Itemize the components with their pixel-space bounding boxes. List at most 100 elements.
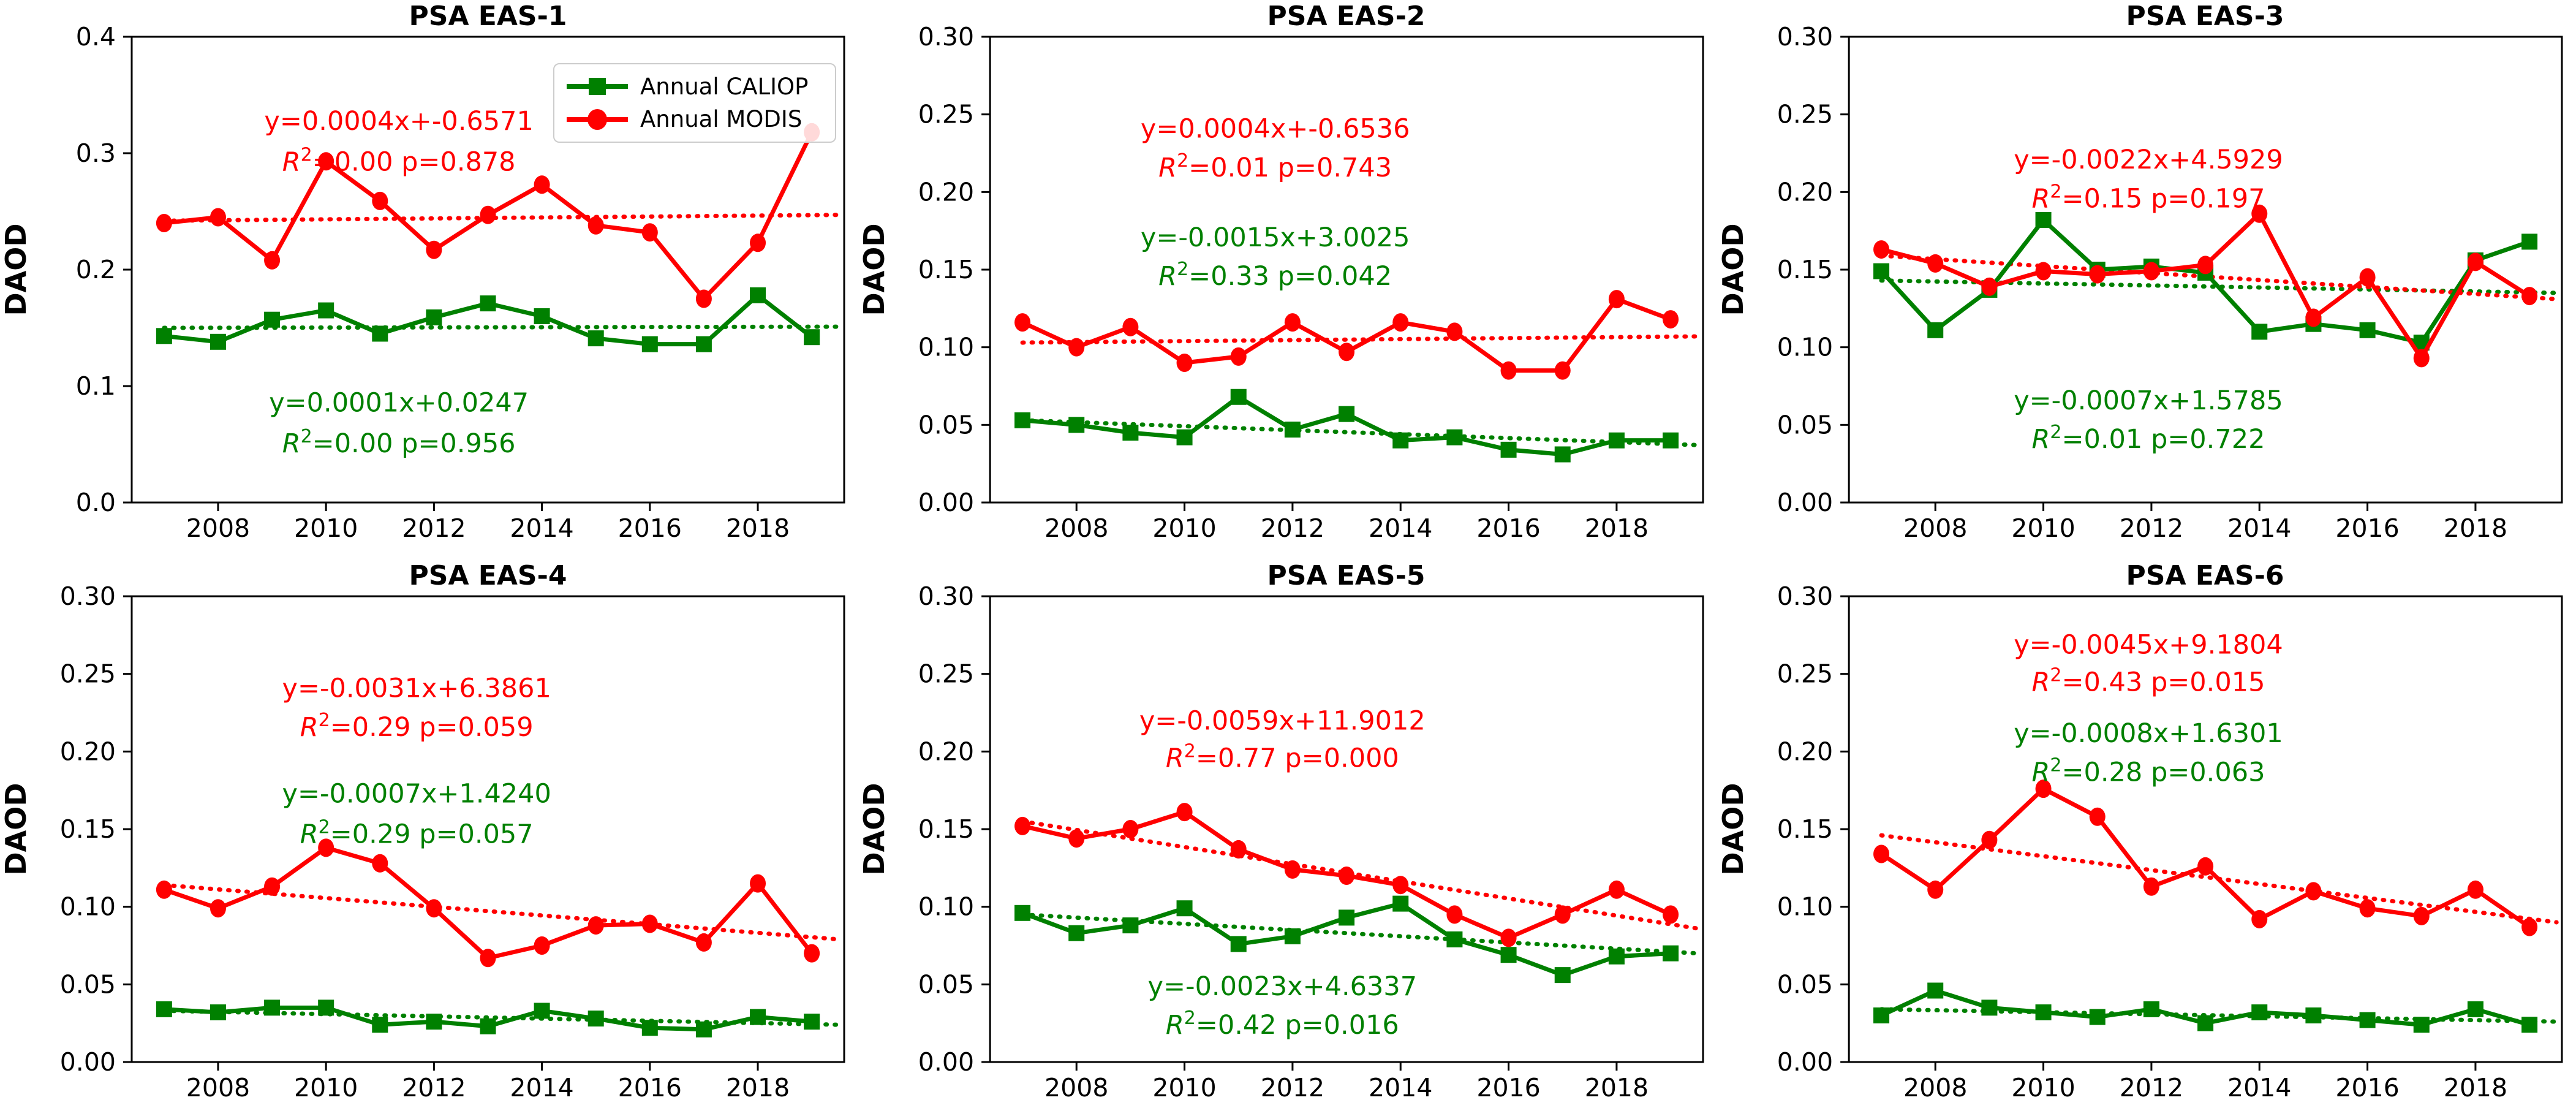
svg-text:0.25: 0.25 (918, 100, 974, 129)
svg-text:0.25: 0.25 (918, 659, 974, 689)
svg-text:0.05: 0.05 (918, 410, 974, 439)
svg-text:R2=0.28 p=0.063: R2=0.28 p=0.063 (2031, 754, 2265, 787)
chart-canvas-6: DAOD 2008 2010 2012 2014 2016 2018 0.00 0.05 0.10… (1717, 582, 2563, 1102)
chart-panel-psa-eas-1: DAOD 2008 2010 2012 2014 2016 2018 0.0 0.1 0.2 0.3… (0, 0, 858, 560)
svg-text:0.15: 0.15 (1777, 255, 1833, 284)
svg-text:0.30: 0.30 (1777, 22, 1833, 51)
svg-text:2010: 2010 (2011, 514, 2075, 543)
svg-text:0.10: 0.10 (60, 892, 116, 922)
svg-text:R2=0.01 p=0.722: R2=0.01 p=0.722 (2031, 422, 2265, 455)
svg-text:0.00: 0.00 (918, 1047, 974, 1077)
svg-text:0.05: 0.05 (918, 969, 974, 999)
y-axis-label: DAOD (1717, 223, 1750, 316)
svg-text:2008: 2008 (1044, 514, 1108, 543)
chart-canvas-4: DAOD 2008 2010 2012 2014 2016 2018 0.00 0.05 0.10… (0, 582, 845, 1102)
svg-text:2012: 2012 (2120, 514, 2183, 543)
svg-text:0.20: 0.20 (918, 737, 974, 766)
svg-text:R2=0.33 p=0.042: R2=0.33 p=0.042 (1158, 259, 1392, 292)
svg-text:2014: 2014 (2227, 1073, 2291, 1102)
svg-text:R2=0.43 p=0.015: R2=0.43 p=0.015 (2031, 664, 2265, 697)
svg-text:2018: 2018 (726, 514, 790, 543)
svg-text:0.00: 0.00 (1777, 1047, 1833, 1077)
svg-text:2008: 2008 (1044, 1073, 1108, 1102)
chart-title: PSA EAS-1 (409, 1, 567, 32)
svg-text:2010: 2010 (1152, 1073, 1216, 1102)
svg-text:y=-0.0031x+6.3861: y=-0.0031x+6.3861 (282, 673, 551, 704)
chart-canvas-3: DAOD 2008 2010 2012 2014 2016 2018 0.00 0.05 0.10… (1717, 22, 2563, 543)
svg-text:y=-0.0007x+1.5785: y=-0.0007x+1.5785 (2014, 385, 2283, 416)
svg-text:2012: 2012 (402, 1073, 466, 1102)
svg-text:0.05: 0.05 (60, 969, 116, 999)
svg-text:2008: 2008 (1903, 514, 1967, 543)
svg-text:2008: 2008 (186, 514, 250, 543)
svg-text:0.00: 0.00 (60, 1047, 116, 1077)
legend-label-caliop: Annual CALIOP (640, 73, 809, 100)
svg-text:R2=0.01 p=0.743: R2=0.01 p=0.743 (1158, 150, 1392, 183)
svg-text:0.20: 0.20 (1777, 737, 1833, 766)
svg-text:0.25: 0.25 (60, 659, 116, 689)
svg-text:0.30: 0.30 (918, 22, 974, 51)
svg-text:y=-0.0007x+1.4240: y=-0.0007x+1.4240 (282, 779, 551, 810)
chart-panel-psa-eas-3: DAOD 2008 2010 2012 2014 2016 2018 0.00 0.05 0.10… (1717, 0, 2576, 560)
svg-text:0.30: 0.30 (918, 582, 974, 611)
chart-title: PSA EAS-6 (2126, 560, 2284, 591)
y-axis-label: DAOD (858, 783, 891, 875)
y-axis-label: DAOD (858, 223, 891, 316)
svg-text:0.00: 0.00 (1777, 488, 1833, 517)
modis-circle-marker-icon (567, 108, 628, 130)
svg-text:y=-0.0023x+4.6337: y=-0.0023x+4.6337 (1148, 971, 1418, 1002)
svg-text:2016: 2016 (2335, 514, 2399, 543)
svg-text:2016: 2016 (618, 1073, 682, 1102)
chart-title: PSA EAS-3 (2126, 1, 2284, 32)
svg-text:0.10: 0.10 (1777, 333, 1833, 362)
svg-text:0.00: 0.00 (918, 488, 974, 517)
svg-text:0.05: 0.05 (1777, 410, 1833, 439)
svg-text:2016: 2016 (2335, 1073, 2399, 1102)
svg-text:y=-0.0008x+1.6301: y=-0.0008x+1.6301 (2014, 718, 2283, 749)
svg-text:2018: 2018 (1585, 514, 1649, 543)
svg-text:R2=0.42 p=0.016: R2=0.42 p=0.016 (1166, 1007, 1399, 1041)
chart-panel-psa-eas-4: DAOD 2008 2010 2012 2014 2016 2018 0.00 0.05 0.10… (0, 560, 858, 1119)
svg-text:y=-0.0015x+3.0025: y=-0.0015x+3.0025 (1141, 222, 1410, 253)
y-axis-label: DAOD (1717, 783, 1750, 875)
svg-text:0.10: 0.10 (1777, 892, 1833, 922)
svg-text:y=-0.0059x+11.9012: y=-0.0059x+11.9012 (1139, 706, 1426, 737)
svg-text:0.30: 0.30 (1777, 582, 1833, 611)
svg-text:2014: 2014 (510, 1073, 573, 1102)
chart-title: PSA EAS-2 (1267, 1, 1426, 32)
svg-text:R2=0.00 p=0.956: R2=0.00 p=0.956 (282, 426, 516, 459)
svg-text:0.15: 0.15 (1777, 814, 1833, 844)
svg-text:2018: 2018 (726, 1073, 790, 1102)
svg-text:0.30: 0.30 (60, 582, 116, 611)
svg-text:2016: 2016 (618, 514, 682, 543)
svg-text:0.10: 0.10 (918, 892, 974, 922)
svg-text:2014: 2014 (1369, 514, 1432, 543)
svg-text:2014: 2014 (2227, 514, 2291, 543)
chart-panel-psa-eas-6: DAOD 2008 2010 2012 2014 2016 2018 0.00 0.05 0.10… (1717, 560, 2576, 1119)
svg-text:R2=0.77 p=0.000: R2=0.77 p=0.000 (1166, 740, 1399, 773)
legend-item-annual-modis: Annual MODIS (554, 106, 835, 132)
svg-text:2014: 2014 (1369, 1073, 1432, 1102)
svg-text:R2=0.00 p=0.878: R2=0.00 p=0.878 (282, 144, 516, 177)
svg-text:2016: 2016 (1476, 1073, 1540, 1102)
svg-text:R2=0.29 p=0.057: R2=0.29 p=0.057 (300, 817, 534, 850)
caliop-square-marker-icon (567, 78, 628, 96)
svg-text:0.2: 0.2 (76, 255, 116, 284)
svg-text:2018: 2018 (2444, 514, 2507, 543)
chart-panel-psa-eas-2: DAOD 2008 2010 2012 2014 2016 2018 0.00 0.05 0.10… (858, 0, 1717, 560)
svg-text:0.15: 0.15 (918, 814, 974, 844)
chart-canvas-1: DAOD 2008 2010 2012 2014 2016 2018 0.0 0.1 0.2 0.3… (0, 22, 845, 543)
chart-canvas-2: DAOD 2008 2010 2012 2014 2016 2018 0.00 0.05 0.10… (858, 22, 1704, 543)
svg-text:0.25: 0.25 (1777, 659, 1833, 689)
svg-text:2016: 2016 (1476, 514, 1540, 543)
svg-text:0.20: 0.20 (1777, 177, 1833, 207)
svg-text:2010: 2010 (294, 514, 358, 543)
chart-panel-psa-eas-5: DAOD 2008 2010 2012 2014 2016 2018 0.00 0.05 0.10… (858, 560, 1717, 1119)
svg-text:0.1: 0.1 (76, 371, 116, 401)
svg-text:2008: 2008 (1903, 1073, 1967, 1102)
chart-canvas-5: DAOD 2008 2010 2012 2014 2016 2018 0.00 0.05 0.10… (858, 582, 1704, 1102)
svg-text:2012: 2012 (1261, 1073, 1324, 1102)
svg-text:0.15: 0.15 (60, 814, 116, 844)
svg-text:2008: 2008 (186, 1073, 250, 1102)
